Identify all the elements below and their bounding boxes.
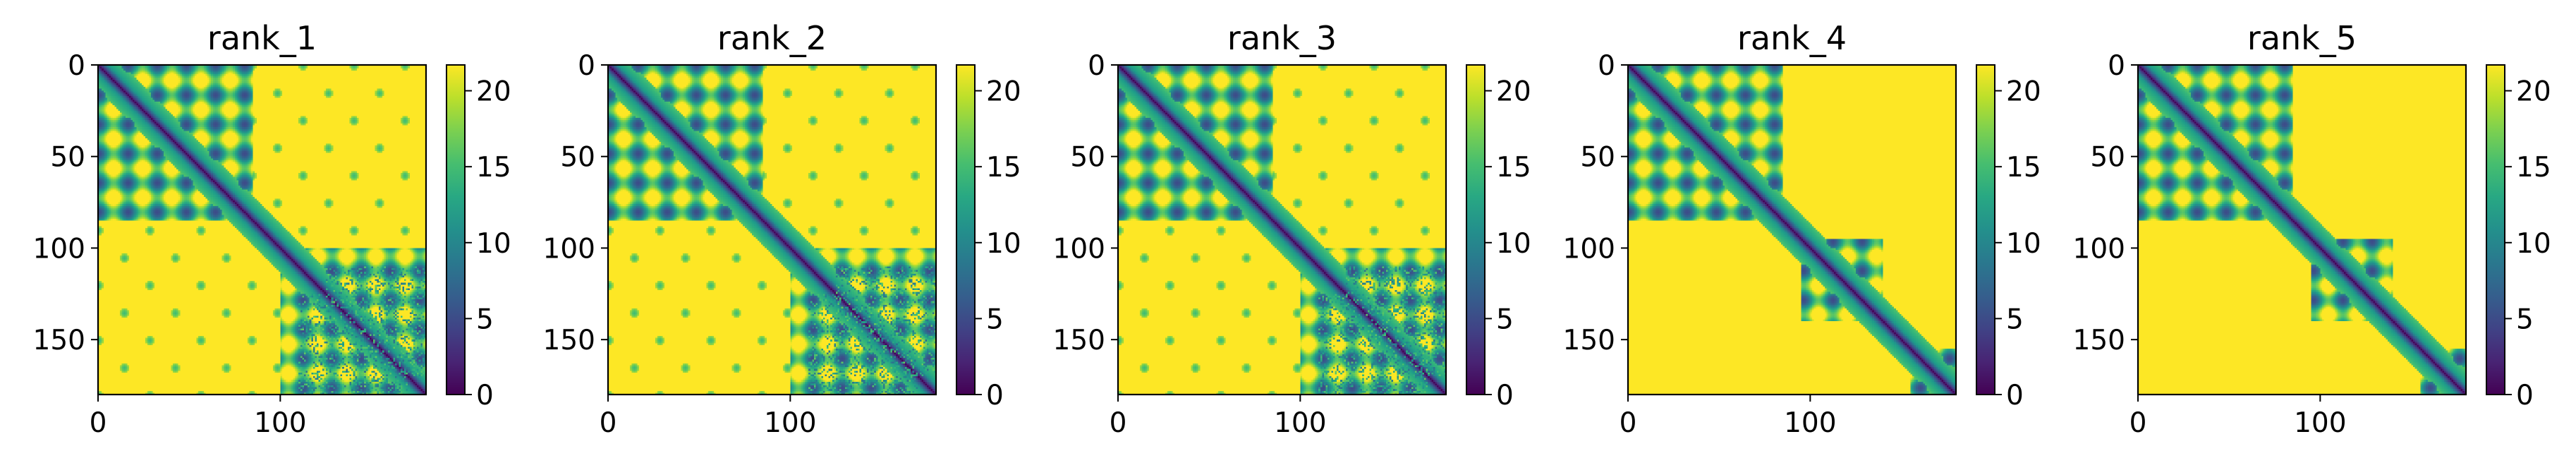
colorbar: 0 5 10 15 20 bbox=[2486, 64, 2551, 411]
x-tick-label: 100 bbox=[1274, 407, 1326, 439]
heatmap-image bbox=[1628, 65, 1956, 395]
y-tick-label: 0 bbox=[578, 50, 595, 82]
heatmap-panel-4: rank_4 0 100 0 50 100 150 0 5 10 15 20 bbox=[1563, 19, 2041, 439]
colorbar-tick-label: 10 bbox=[2006, 228, 2041, 260]
colorbar: 0 5 10 15 20 bbox=[1466, 64, 1531, 411]
x-tick-label: 0 bbox=[1110, 407, 1127, 439]
y-tick-label: 50 bbox=[1580, 142, 1615, 174]
y-tick-label: 150 bbox=[543, 325, 595, 356]
colorbar-tick-label: 20 bbox=[1496, 76, 1531, 108]
y-tick-label: 150 bbox=[1053, 325, 1105, 356]
panel-title: rank_5 bbox=[2247, 19, 2357, 57]
y-tick-label: 150 bbox=[33, 325, 85, 356]
panel-title: rank_4 bbox=[1737, 19, 1847, 57]
axes-frame bbox=[1627, 64, 1957, 396]
y-tick-label: 0 bbox=[2108, 50, 2125, 82]
colorbar-tick-label: 15 bbox=[476, 152, 511, 184]
colorbar-bar bbox=[1976, 64, 1995, 395]
y-tick-label: 50 bbox=[560, 142, 595, 174]
colorbar-tick-label: 20 bbox=[2516, 76, 2551, 108]
y-tick-label: 100 bbox=[1563, 233, 1615, 265]
heatmap-panel-1: rank_1 0 100 0 50 100 150 0 5 10 15 20 bbox=[33, 19, 511, 439]
colorbar: 0 5 10 15 20 bbox=[956, 64, 1021, 411]
colorbar-bar bbox=[2486, 64, 2505, 395]
y-tick-label: 0 bbox=[1598, 50, 1615, 82]
x-tick-label: 100 bbox=[764, 407, 816, 439]
colorbar: 0 5 10 15 20 bbox=[1976, 64, 2041, 411]
y-tick-label: 100 bbox=[1053, 233, 1105, 265]
heatmap-image bbox=[608, 65, 936, 395]
axes-frame bbox=[2137, 64, 2467, 396]
heatmap-image bbox=[98, 65, 426, 395]
colorbar-bar bbox=[1466, 64, 1486, 395]
x-tick-label: 100 bbox=[2294, 407, 2346, 439]
y-tick-label: 100 bbox=[33, 233, 85, 265]
x-tick-label: 0 bbox=[600, 407, 617, 439]
x-tick-label: 0 bbox=[90, 407, 107, 439]
colorbar: 0 5 10 15 20 bbox=[446, 64, 511, 411]
colorbar-tick-label: 15 bbox=[986, 152, 1021, 184]
y-tick-label: 50 bbox=[50, 142, 85, 174]
panel-title: rank_3 bbox=[1227, 19, 1337, 57]
y-tick-label: 50 bbox=[1070, 142, 1105, 174]
y-tick-label: 100 bbox=[543, 233, 595, 265]
heatmap-panel-2: rank_2 0 100 0 50 100 150 0 5 10 15 20 bbox=[543, 19, 1021, 439]
heatmap-panel-3: rank_3 0 100 0 50 100 150 0 5 10 15 20 bbox=[1053, 19, 1531, 439]
colorbar-bar bbox=[446, 64, 466, 395]
colorbar-tick-label: 15 bbox=[2516, 152, 2551, 184]
colorbar-tick-label: 10 bbox=[2516, 228, 2551, 260]
x-tick-label: 0 bbox=[1620, 407, 1637, 439]
colorbar-tick-label: 20 bbox=[2006, 76, 2041, 108]
colorbar-tick-label: 5 bbox=[476, 303, 494, 335]
colorbar-tick-label: 5 bbox=[2516, 303, 2534, 335]
heatmap-panel-5: rank_5 0 100 0 50 100 150 0 5 10 15 20 bbox=[2073, 19, 2551, 439]
colorbar-tick-label: 20 bbox=[476, 76, 511, 108]
colorbar-tick-label: 10 bbox=[476, 228, 511, 260]
axes-frame bbox=[97, 64, 427, 396]
colorbar-tick-label: 5 bbox=[986, 303, 1004, 335]
colorbar-tick-label: 0 bbox=[2516, 380, 2534, 411]
colorbar-tick-label: 0 bbox=[2006, 380, 2024, 411]
colorbar-tick-label: 15 bbox=[2006, 152, 2041, 184]
axes-frame bbox=[1117, 64, 1447, 396]
colorbar-tick-label: 15 bbox=[1496, 152, 1531, 184]
axes-frame bbox=[607, 64, 937, 396]
colorbar-tick-label: 5 bbox=[2006, 303, 2024, 335]
panel-title: rank_1 bbox=[207, 19, 317, 57]
y-tick-label: 0 bbox=[1088, 50, 1105, 82]
colorbar-tick-label: 0 bbox=[1496, 380, 1514, 411]
y-tick-label: 150 bbox=[1563, 325, 1615, 356]
x-tick-label: 100 bbox=[1784, 407, 1836, 439]
y-tick-label: 50 bbox=[2090, 142, 2125, 174]
panel-title: rank_2 bbox=[717, 19, 827, 57]
y-tick-label: 0 bbox=[68, 50, 85, 82]
colorbar-tick-label: 0 bbox=[476, 380, 494, 411]
colorbar-tick-label: 10 bbox=[1496, 228, 1531, 260]
colorbar-tick-label: 0 bbox=[986, 380, 1004, 411]
colorbar-tick-label: 10 bbox=[986, 228, 1021, 260]
x-tick-label: 100 bbox=[254, 407, 306, 439]
colorbar-tick-label: 20 bbox=[986, 76, 1021, 108]
heatmap-image bbox=[1118, 65, 1446, 395]
colorbar-bar bbox=[956, 64, 976, 395]
x-tick-label: 0 bbox=[2130, 407, 2147, 439]
heatmap-image bbox=[2138, 65, 2466, 395]
colorbar-tick-label: 5 bbox=[1496, 303, 1514, 335]
y-tick-label: 100 bbox=[2073, 233, 2125, 265]
y-tick-label: 150 bbox=[2073, 325, 2125, 356]
